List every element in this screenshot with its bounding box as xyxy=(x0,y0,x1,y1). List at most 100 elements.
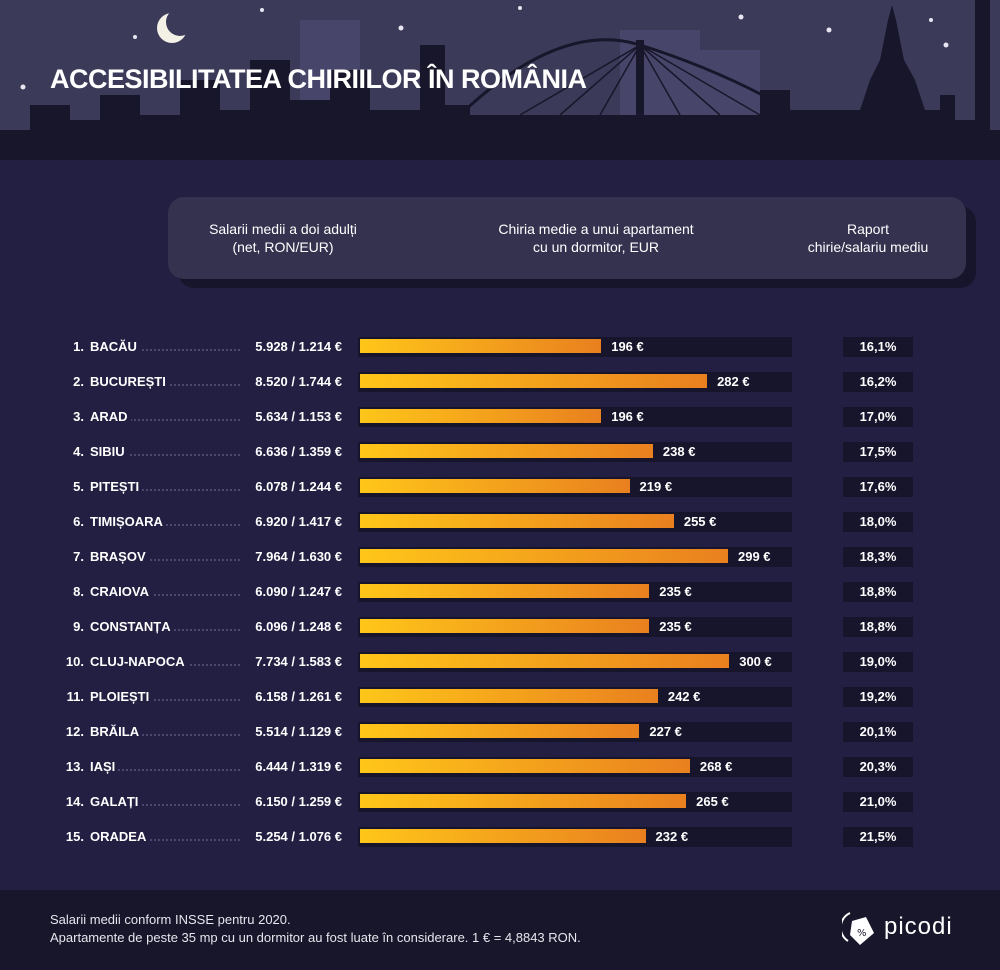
ratio-badge: 19,2% xyxy=(843,687,913,707)
leader-dots xyxy=(90,489,240,491)
rank-label: 8. xyxy=(73,584,84,599)
rank-label: 11. xyxy=(66,689,84,704)
header-ratio: Raport chirie/salariu mediu xyxy=(778,220,958,256)
table-row: 10. CLUJ-NAPOCA 7.734 / 1.583 € 300 € 19… xyxy=(0,652,1000,672)
bar-track xyxy=(358,757,792,777)
leader-dots xyxy=(90,839,240,841)
city-label: SIBIU xyxy=(90,444,128,459)
rent-bar xyxy=(360,619,650,633)
salary-value: 6.150 / 1.259 € xyxy=(252,794,342,809)
bar-track xyxy=(358,827,792,847)
rank-label: 9. xyxy=(73,619,84,634)
table-row: 6. TIMIȘOARA 6.920 / 1.417 € 255 € 18,0% xyxy=(0,512,1000,532)
table-row: 3. ARAD 5.634 / 1.153 € 196 € 17,0% xyxy=(0,407,1000,427)
table-row: 11. PLOIEȘTI 6.158 / 1.261 € 242 € 19,2% xyxy=(0,687,1000,707)
leader-dots xyxy=(90,699,240,701)
rent-bar xyxy=(360,409,602,423)
rent-bar xyxy=(360,374,708,388)
rank-label: 2. xyxy=(73,374,84,389)
rent-bar xyxy=(360,514,674,528)
salary-value: 6.636 / 1.359 € xyxy=(252,444,342,459)
footer-note-method: Apartamente de peste 35 mp cu un dormito… xyxy=(50,930,581,945)
skyline-illustration xyxy=(0,0,1000,160)
ratio-badge: 19,0% xyxy=(843,652,913,672)
salary-value: 5.634 / 1.153 € xyxy=(252,409,342,424)
skyline-banner: ACCESIBILITATEA CHIRIILOR ÎN ROMÂNIA xyxy=(0,0,1000,160)
rent-bar xyxy=(360,549,728,563)
table-row: 14. GALAȚI 6.150 / 1.259 € 265 € 21,0% xyxy=(0,792,1000,812)
leader-dots xyxy=(90,454,240,456)
ratio-badge: 18,8% xyxy=(843,582,913,602)
bar-track xyxy=(358,687,792,707)
salary-value: 5.928 / 1.214 € xyxy=(252,339,342,354)
bar-track xyxy=(358,442,792,462)
salary-value: 5.254 / 1.076 € xyxy=(252,829,342,844)
table-row: 4. SIBIU 6.636 / 1.359 € 238 € 17,5% xyxy=(0,442,1000,462)
rank-label: 12. xyxy=(65,724,84,739)
city-label: TIMIȘOARA xyxy=(90,514,166,529)
ratio-badge: 16,2% xyxy=(843,372,913,392)
leader-dots xyxy=(90,559,240,561)
bar-track xyxy=(358,372,792,392)
leader-dots xyxy=(90,769,240,771)
ratio-badge: 17,0% xyxy=(843,407,913,427)
ratio-badge: 18,8% xyxy=(843,617,913,637)
leader-dots xyxy=(90,419,240,421)
bar-track xyxy=(358,512,792,532)
bar-track xyxy=(358,547,792,567)
salary-value: 6.096 / 1.248 € xyxy=(252,619,342,634)
footer: Salarii medii conform INSSE pentru 2020.… xyxy=(0,890,1000,970)
header-rent: Chiria medie a unui apartament cu un dor… xyxy=(466,220,726,256)
ratio-badge: 17,5% xyxy=(843,442,913,462)
header-salary: Salarii medii a doi adulți (net, RON/EUR… xyxy=(188,220,378,256)
rent-value-label: 196 € xyxy=(611,409,644,424)
header-ratio-line1: Raport xyxy=(846,221,890,237)
ratio-badge: 21,5% xyxy=(843,827,913,847)
bar-track xyxy=(358,582,792,602)
city-label: PITEȘTI xyxy=(90,479,143,494)
leader-dots xyxy=(90,734,240,736)
header-salary-line2: (net, RON/EUR) xyxy=(232,239,334,255)
rent-value-label: 227 € xyxy=(649,724,682,739)
rent-bar xyxy=(360,654,730,668)
leader-dots xyxy=(90,594,240,596)
rent-value-label: 282 € xyxy=(717,374,750,389)
ratio-badge: 18,0% xyxy=(843,512,913,532)
table-row: 8. CRAIOVA 6.090 / 1.247 € 235 € 18,8% xyxy=(0,582,1000,602)
rent-value-label: 265 € xyxy=(696,794,729,809)
rent-bar xyxy=(360,724,640,738)
city-label: GALAȚI xyxy=(90,794,142,809)
table-row: 15. ORADEA 5.254 / 1.076 € 232 € 21,5% xyxy=(0,827,1000,847)
rank-label: 7. xyxy=(73,549,84,564)
rent-value-label: 268 € xyxy=(699,759,733,774)
city-label: BRĂILA xyxy=(90,724,143,739)
rent-bar xyxy=(360,794,687,808)
salary-value: 5.514 / 1.129 € xyxy=(252,724,342,739)
rent-value-label: 235 € xyxy=(659,619,692,634)
ratio-badge: 20,3% xyxy=(843,757,913,777)
city-label: IAȘI xyxy=(90,759,119,774)
rent-bar xyxy=(360,479,630,493)
rank-label: 15. xyxy=(65,829,84,844)
salary-value: 8.520 / 1.744 € xyxy=(252,374,342,389)
rent-bar xyxy=(360,759,690,773)
bar-track xyxy=(358,617,792,637)
rent-value-label: 235 € xyxy=(659,584,692,599)
column-headers: Salarii medii a doi adulți (net, RON/EUR… xyxy=(168,197,966,279)
header-rent-line1: Chiria medie a unui apartament xyxy=(498,221,694,237)
salary-value: 7.964 / 1.630 € xyxy=(252,549,342,564)
salary-value: 6.444 / 1.319 € xyxy=(252,759,342,774)
city-label: CRAIOVA xyxy=(90,584,152,599)
rank-label: 4. xyxy=(73,444,84,459)
city-label: ORADEA xyxy=(90,829,150,844)
header-salary-line1: Salarii medii a doi adulți xyxy=(209,221,357,237)
rank-label: 5. xyxy=(73,479,84,494)
header-rent-line2: cu un dormitor, EUR xyxy=(532,239,660,255)
table-row: 1. BACĂU 5.928 / 1.214 € 196 € 16,1% xyxy=(0,337,1000,357)
rent-bar xyxy=(360,339,602,353)
ratio-badge: 21,0% xyxy=(843,792,913,812)
city-label: CLUJ-NAPOCA xyxy=(90,654,188,669)
rent-value-label: 219 € xyxy=(639,479,673,494)
table-row: 9. CONSTANȚA 6.096 / 1.248 € 235 € 18,8% xyxy=(0,617,1000,637)
rent-value-label: 300 € xyxy=(739,654,772,669)
